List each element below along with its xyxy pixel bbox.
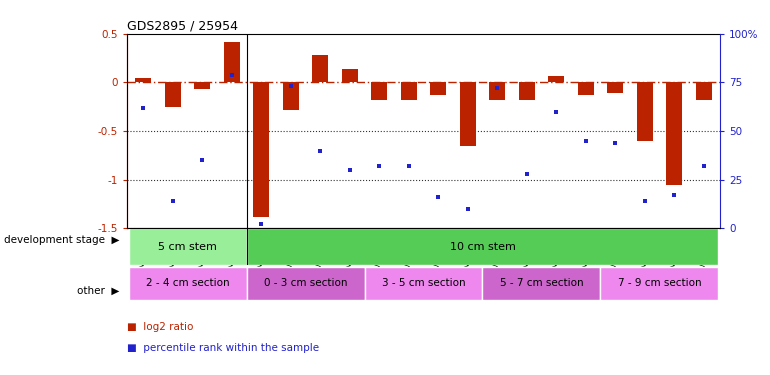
Bar: [246, 228, 718, 265]
Bar: [129, 228, 246, 265]
Bar: [430, 82, 447, 95]
Bar: [666, 82, 682, 184]
Point: [550, 109, 562, 115]
Bar: [129, 267, 246, 300]
Point: [137, 105, 149, 111]
Text: other  ▶: other ▶: [77, 286, 119, 296]
Bar: [637, 82, 653, 141]
Bar: [607, 82, 624, 93]
Point: [432, 194, 444, 200]
Bar: [283, 82, 299, 110]
Text: 5 - 7 cm section: 5 - 7 cm section: [500, 279, 584, 288]
Point: [226, 72, 238, 78]
Text: 2 - 4 cm section: 2 - 4 cm section: [146, 279, 229, 288]
Bar: [223, 42, 240, 82]
Point: [491, 85, 504, 91]
Point: [373, 163, 386, 169]
Text: 0 - 3 cm section: 0 - 3 cm section: [264, 279, 347, 288]
Bar: [136, 78, 152, 82]
Bar: [578, 82, 594, 95]
Bar: [489, 82, 505, 100]
Bar: [519, 82, 535, 100]
Point: [255, 222, 267, 228]
Bar: [342, 69, 358, 82]
Text: 3 - 5 cm section: 3 - 5 cm section: [382, 279, 465, 288]
Point: [343, 167, 356, 173]
Text: ■  percentile rank within the sample: ■ percentile rank within the sample: [127, 343, 320, 353]
Point: [668, 192, 681, 198]
Text: development stage  ▶: development stage ▶: [4, 235, 119, 245]
Bar: [601, 267, 718, 300]
Bar: [253, 82, 270, 217]
Bar: [371, 82, 387, 100]
Text: 10 cm stem: 10 cm stem: [450, 242, 515, 252]
Point: [521, 171, 533, 177]
Bar: [548, 76, 564, 82]
Bar: [312, 55, 328, 82]
Point: [609, 140, 621, 146]
Point: [403, 163, 415, 169]
Bar: [460, 82, 476, 146]
Text: ■  log2 ratio: ■ log2 ratio: [127, 322, 193, 333]
Bar: [246, 267, 364, 300]
Bar: [400, 82, 417, 100]
Bar: [364, 267, 483, 300]
Point: [285, 83, 297, 89]
Text: 7 - 9 cm section: 7 - 9 cm section: [618, 279, 701, 288]
Point: [314, 147, 326, 153]
Text: GDS2895 / 25954: GDS2895 / 25954: [127, 19, 238, 32]
Text: 5 cm stem: 5 cm stem: [158, 242, 217, 252]
Point: [698, 163, 710, 169]
Point: [638, 198, 651, 204]
Point: [580, 138, 592, 144]
Point: [461, 206, 474, 212]
Point: [196, 157, 209, 163]
Bar: [695, 82, 711, 100]
Bar: [165, 82, 181, 107]
Bar: [194, 82, 210, 89]
Bar: [483, 267, 601, 300]
Point: [166, 198, 179, 204]
